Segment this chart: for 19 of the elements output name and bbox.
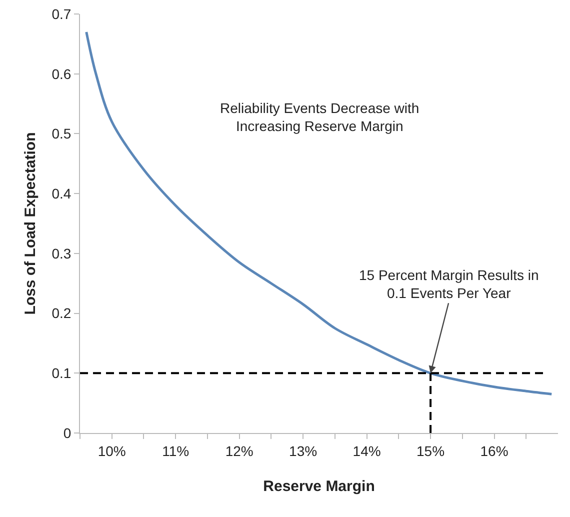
y-tick-label: 0.4	[52, 185, 72, 202]
y-tick-label: 0.5	[52, 126, 72, 142]
x-tick-label: 12%	[225, 442, 254, 459]
y-tick-label: 0.6	[52, 66, 72, 82]
y-tick-label: 0.1	[52, 365, 72, 382]
x-tick-label: 11%	[162, 442, 190, 459]
x-tick-label: 15%	[416, 442, 445, 459]
x-axis-title: Reserve Margin	[263, 478, 375, 495]
x-tick-label: 14%	[352, 442, 381, 459]
x-tick-label: 13%	[289, 442, 318, 459]
annotation: 15 Percent Margin Results in 0.1 Events Per Year	[359, 267, 539, 302]
x-tick-label: 16%	[480, 442, 508, 459]
y-tick-label: 0.2	[52, 305, 72, 322]
y-axis-title: Loss of Load Expectation	[22, 132, 39, 315]
annotation: Reliability Events Decrease with Increasing Reserve Margin	[220, 100, 420, 134]
y-tick-label: 0.3	[52, 245, 72, 262]
x-tick-label: 10%	[98, 442, 126, 459]
y-tick-label: 0	[63, 424, 72, 441]
y-tick-label: 0.7	[52, 6, 72, 22]
